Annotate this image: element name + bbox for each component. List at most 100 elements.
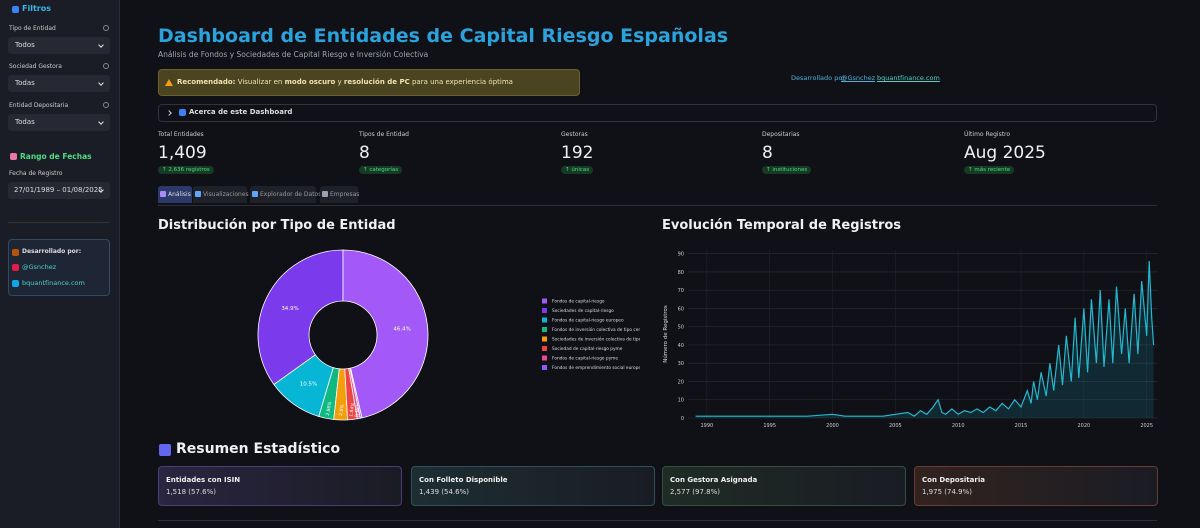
metric-delta: ↑ categorías bbox=[359, 166, 403, 174]
metric-delta: ↑ instituciones bbox=[762, 166, 812, 174]
y-tick-label: 40 bbox=[678, 343, 684, 349]
filter-select[interactable]: Todas bbox=[8, 114, 110, 131]
metric-value: 8 bbox=[762, 143, 773, 163]
icon bbox=[159, 444, 171, 456]
subtitle: Análisis de Fondos y Sociedades de Capit… bbox=[158, 50, 429, 59]
icon bbox=[12, 280, 19, 287]
filter-select[interactable]: Todos bbox=[8, 37, 110, 54]
legend-label: Fondos de capital-riesgo bbox=[552, 299, 605, 305]
pie-slice bbox=[257, 249, 344, 386]
tab[interactable]: Explorador de Datos bbox=[250, 186, 321, 203]
x-tick-label: 2020 bbox=[1077, 423, 1090, 429]
notice-text: Visualizar en bbox=[235, 78, 285, 86]
notice: Recomendado: Visualizar en modo oscuro y… bbox=[158, 69, 580, 96]
legend-swatch bbox=[542, 317, 547, 323]
metric-delta: ↑ más reciente bbox=[964, 166, 1015, 174]
legend-swatch bbox=[542, 355, 547, 361]
date-title: Rango de Fechas bbox=[20, 152, 92, 161]
separator bbox=[8, 222, 110, 223]
summary-card: Con Gestora Asignada 2,577 (97.8%) bbox=[662, 466, 906, 506]
filter-label: Sociedad Gestora bbox=[9, 63, 62, 70]
card-label: Con Gestora Asignada bbox=[670, 476, 758, 484]
legend-label: Sociedades de capital-riesgo bbox=[552, 308, 614, 314]
help-icon bbox=[103, 102, 109, 108]
legend-label: Fondos de inversión colectiva de tipo ce… bbox=[552, 326, 640, 333]
metric-value: Aug 2025 bbox=[964, 143, 1046, 163]
x-tick-label: 1995 bbox=[763, 423, 776, 429]
bottom-line bbox=[158, 520, 1157, 521]
y-tick-label: 60 bbox=[678, 306, 684, 312]
credit-text: Desarrollado por bbox=[791, 74, 845, 82]
help-icon bbox=[103, 63, 109, 69]
metric-value: 8 bbox=[359, 143, 370, 163]
metric-delta: ↑ 2,636 registros bbox=[158, 166, 214, 174]
metric-delta: ↑ únicas bbox=[561, 166, 594, 174]
notice-text: resolución de PC bbox=[343, 78, 410, 86]
legend-swatch bbox=[542, 308, 547, 313]
tab-line bbox=[158, 205, 1157, 206]
metric-value: 1,409 bbox=[158, 143, 207, 163]
tab-icon bbox=[160, 191, 166, 197]
date-input[interactable]: 27/01/1989 – 01/08/2025 bbox=[8, 182, 110, 199]
notice-text: para una experiencia óptima bbox=[409, 78, 513, 86]
slice-label: 2.6% bbox=[338, 403, 346, 416]
metric-label: Gestoras bbox=[561, 131, 588, 138]
notice-text: Recomendado: bbox=[177, 78, 236, 86]
y-tick-label: 10 bbox=[678, 398, 684, 404]
tab[interactable]: Visualizaciones bbox=[193, 186, 249, 203]
tab[interactable]: Empresas bbox=[320, 186, 359, 203]
credit-link[interactable]: bquantfinance.com bbox=[877, 74, 940, 82]
legend-swatch bbox=[542, 327, 547, 332]
title: Dashboard de Entidades de Capital Riesgo… bbox=[158, 25, 729, 47]
help-icon bbox=[103, 25, 109, 31]
card-label: Con Depositaria bbox=[922, 476, 985, 484]
x-tick-label: 2005 bbox=[889, 423, 902, 429]
area bbox=[695, 261, 1154, 418]
tab[interactable]: Análisis bbox=[158, 186, 192, 203]
legend-label: Fondos de emprendimiento social europeo bbox=[552, 365, 640, 371]
sidebar: Filtros Tipo de Entidad Todos Sociedad Gest… bbox=[0, 0, 120, 528]
summary-card: Entidades con ISIN 1,518 (57.6%) bbox=[158, 466, 402, 506]
chart-title: Evolución Temporal de Registros bbox=[662, 218, 902, 233]
filter-label: Tipo de Entidad bbox=[9, 25, 56, 32]
slice-label: 34.9% bbox=[281, 306, 298, 312]
dev-link[interactable]: bquantfinance.com bbox=[22, 279, 85, 287]
y-tick-label: 20 bbox=[678, 379, 684, 385]
x-tick-label: 2015 bbox=[1015, 423, 1028, 429]
chart-title: Distribución por Tipo de Entidad bbox=[158, 218, 396, 233]
expander[interactable]: Acerca de este Dashboard bbox=[158, 104, 1157, 122]
line-chart: 0 10 20 30 40 50 60 70 80 90 1990 1995 2000 2005 2010 2… bbox=[662, 250, 1158, 429]
line bbox=[695, 260, 1155, 417]
dev-link[interactable]: @Gsnchez bbox=[22, 263, 57, 271]
y-axis-title: Número de Registros bbox=[662, 305, 669, 363]
summary-card: Con Depositaria 1,975 (74.9%) bbox=[914, 466, 1158, 506]
card-value: 1,975 (74.9%) bbox=[922, 488, 972, 496]
credit-link[interactable]: @Gsnchez bbox=[841, 74, 876, 82]
metric-label: Tipos de Entidad bbox=[359, 131, 409, 138]
x-tick-label: 1990 bbox=[700, 423, 713, 429]
dev-box bbox=[8, 239, 110, 296]
tab-icon bbox=[252, 191, 258, 197]
summary-title: Resumen Estadístico bbox=[176, 441, 341, 457]
legend-label: Sociedad de capital-riesgo pyme bbox=[552, 346, 623, 352]
x-tick-label: 2010 bbox=[952, 423, 965, 429]
legend-swatch bbox=[542, 336, 547, 342]
icon bbox=[12, 6, 19, 13]
chevron bbox=[166, 110, 172, 116]
slice-label: 1.84% bbox=[348, 401, 357, 417]
icon bbox=[10, 153, 17, 160]
notice-text: y bbox=[335, 78, 344, 86]
icon bbox=[12, 249, 19, 256]
legend-label: Fondos de capital-riesgo europeo bbox=[552, 318, 624, 324]
legend-label: Fondos de capital-riesgo pyme bbox=[552, 356, 618, 362]
legend-swatch bbox=[542, 298, 547, 304]
slice-label: 2.86% bbox=[325, 400, 334, 416]
legend-label: Sociedades de inversión colectiva de tip… bbox=[552, 336, 640, 343]
date-label: Fecha de Registro bbox=[9, 170, 63, 177]
metric-value: 192 bbox=[561, 143, 594, 163]
filter-select[interactable]: Todas bbox=[8, 75, 110, 92]
card-value: 1,518 (57.6%) bbox=[166, 488, 216, 496]
filters-title: Filtros bbox=[22, 4, 51, 13]
y-tick-label: 90 bbox=[678, 252, 684, 258]
